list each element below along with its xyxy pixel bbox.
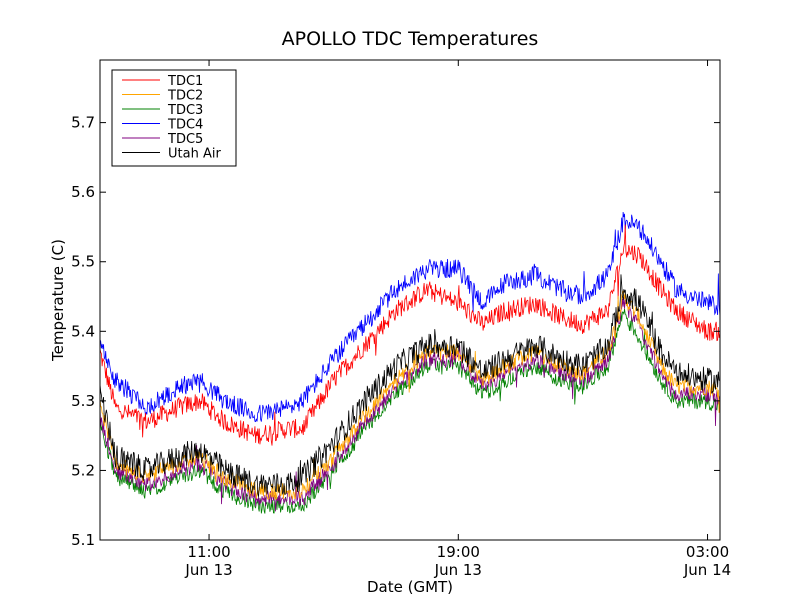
legend-label: TDC3 <box>167 103 203 118</box>
plot-frame <box>99 59 721 541</box>
series-line-tdc3 <box>100 308 720 514</box>
y-tick-label: 5.4 <box>71 322 95 340</box>
legend-label: TDC1 <box>167 74 203 89</box>
y-tick-label: 5.1 <box>71 531 95 549</box>
y-tick-label: 5.3 <box>71 392 95 410</box>
series-line-tdc2 <box>100 290 720 500</box>
chart-title: APOLLO TDC Temperatures <box>282 28 539 50</box>
x-tick-label-time: 19:00 <box>437 543 480 561</box>
legend-box <box>111 69 237 167</box>
y-tick-label: 5.5 <box>71 253 95 271</box>
y-tick-label: 5.6 <box>71 183 95 201</box>
series-line-utah-air <box>100 274 720 497</box>
series-line-tdc4 <box>100 212 720 423</box>
plot-area <box>99 59 721 541</box>
y-axis-label: Temperature (C) <box>49 239 67 362</box>
series-line-tdc5 <box>100 296 720 512</box>
y-axis: 5.1 5.2 5.3 5.4 5.5 5.6 5.7 <box>71 114 720 549</box>
legend-label: Utah Air <box>168 147 221 162</box>
x-axis-label: Date (GMT) <box>367 578 453 596</box>
x-tick-label-date: Jun 14 <box>683 561 731 579</box>
x-tick-label-date: Jun 13 <box>434 561 482 579</box>
series-layer <box>100 212 720 514</box>
x-tick-label-time: 03:00 <box>686 543 729 561</box>
y-tick-label: 5.2 <box>71 461 95 479</box>
legend-label: TDC2 <box>167 89 203 104</box>
series-line-tdc1 <box>100 224 720 446</box>
x-tick-label-date: Jun 13 <box>184 561 232 579</box>
legend-label: TDC4 <box>167 118 203 133</box>
legend-label: TDC5 <box>167 132 203 147</box>
y-tick-label: 5.7 <box>71 114 95 132</box>
x-tick-label-time: 11:00 <box>187 543 230 561</box>
